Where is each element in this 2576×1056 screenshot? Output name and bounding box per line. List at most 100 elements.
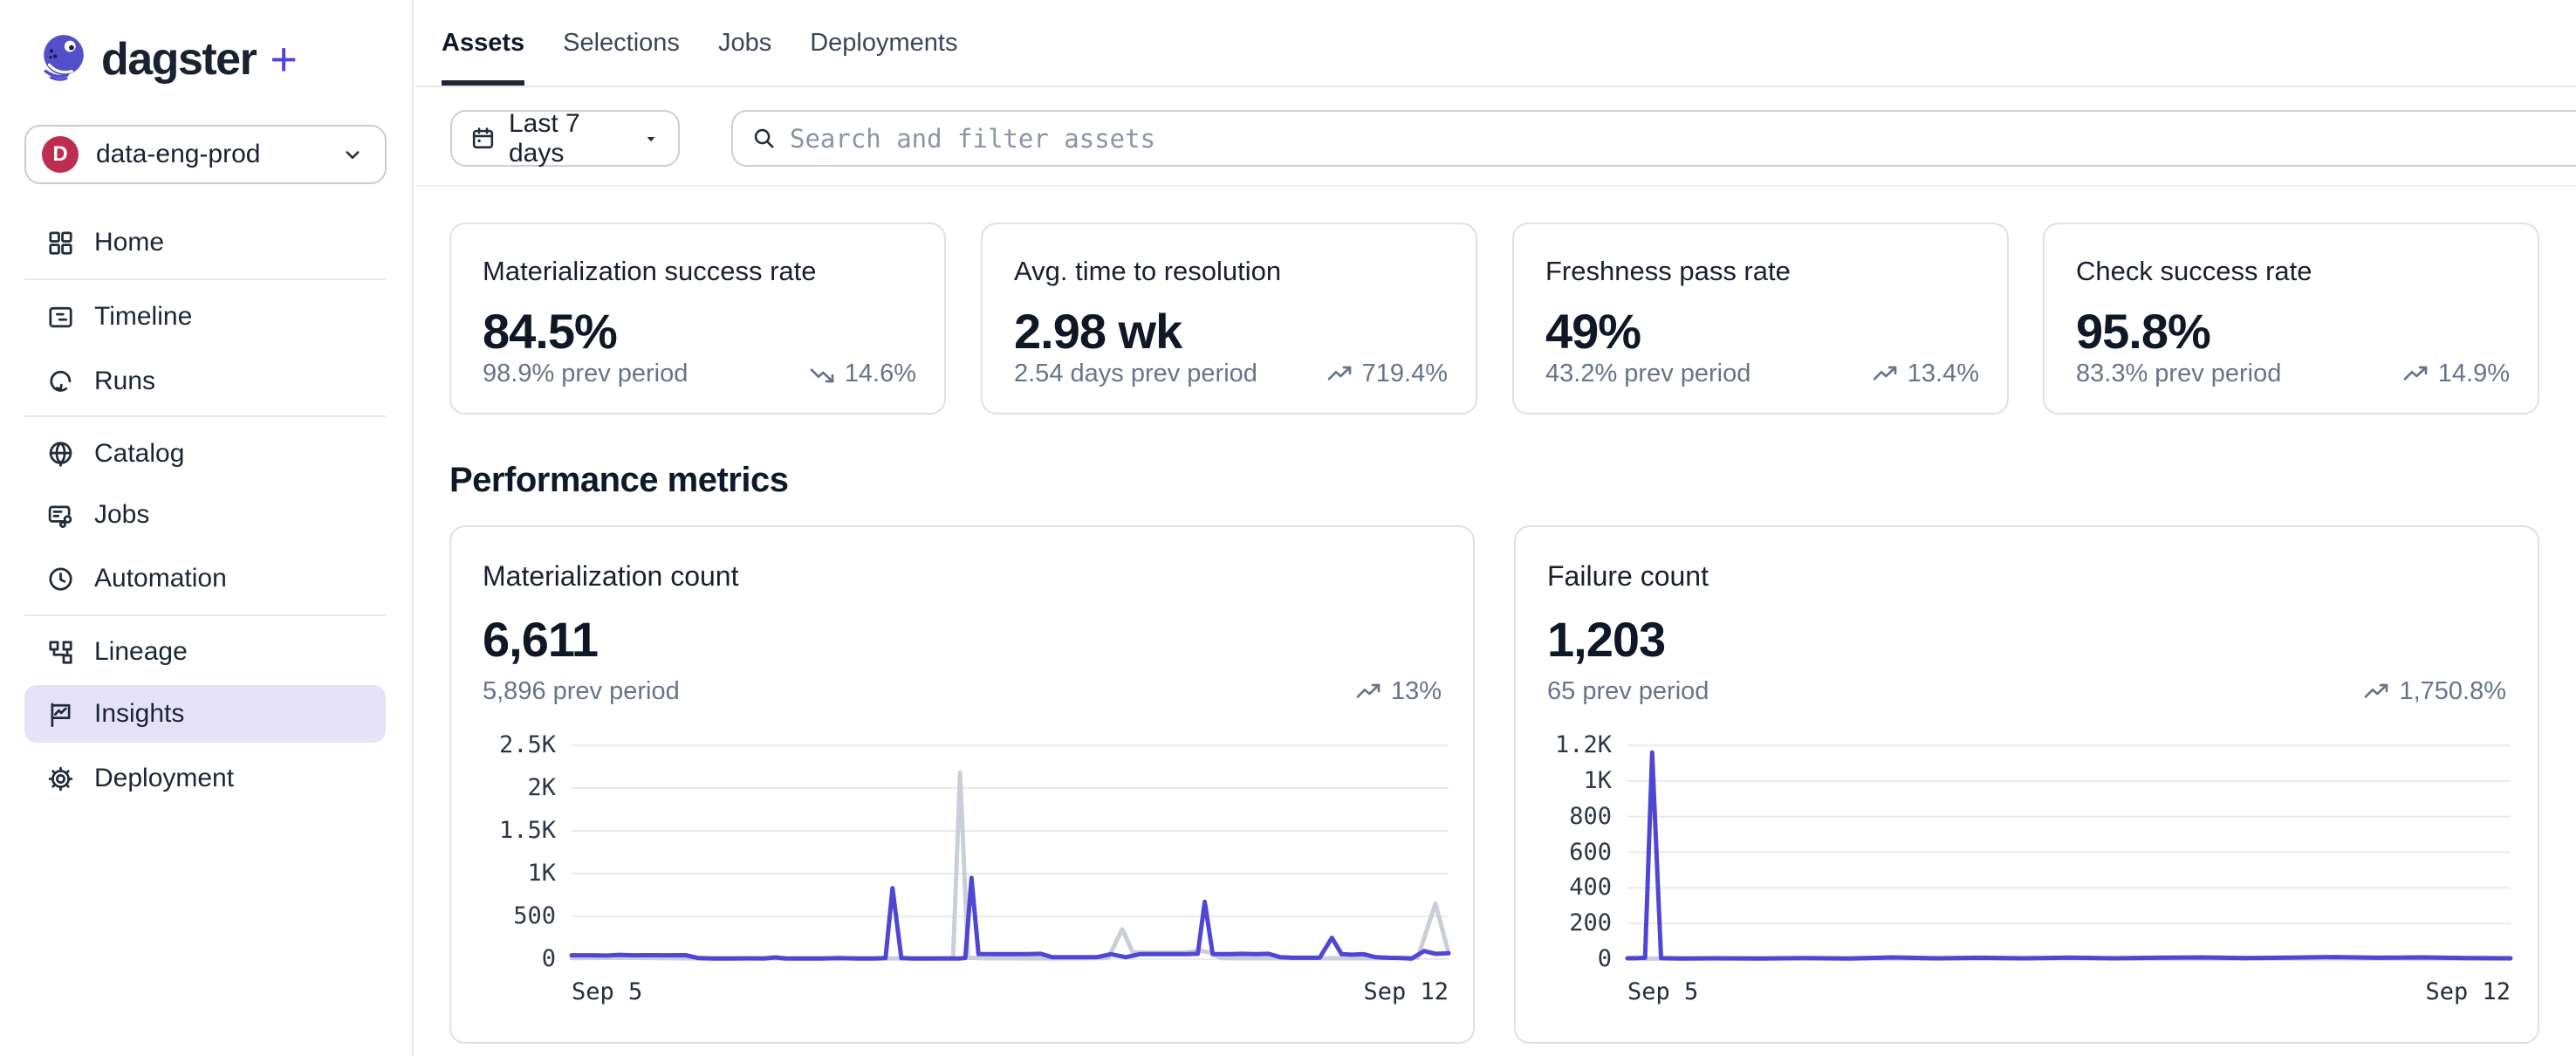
y-tick-label: 1K — [1583, 766, 1612, 794]
lineage-graph-icon — [46, 638, 75, 667]
y-tick-label: 1.5K — [498, 817, 556, 844]
sidebar-divider — [24, 415, 386, 417]
metric-title: Materialization success rate — [483, 256, 817, 286]
trend-arrow-icon — [808, 360, 836, 388]
sidebar-item-label: Automation — [94, 564, 227, 593]
caret-down-icon — [640, 127, 662, 150]
y-tick-label: 1K — [527, 860, 556, 887]
trend-arrow-icon — [2401, 360, 2429, 388]
tab-deployments[interactable]: Deployments — [810, 28, 958, 57]
trend-badge: 14.6% — [808, 360, 916, 388]
trend-badge: 14.9% — [2401, 360, 2510, 388]
metric-prev-period: 98.9% prev period — [483, 360, 689, 387]
y-tick-label: 200 — [1569, 909, 1612, 937]
sidebar-divider — [24, 278, 386, 280]
home-grid-icon — [46, 229, 75, 257]
trend-arrow-icon — [1354, 678, 1382, 706]
sidebar-item-automation[interactable]: Automation — [24, 550, 386, 607]
top-tab-bar: Assets Selections Jobs Deployments — [415, 0, 2576, 87]
date-range-label: Last 7 days — [509, 108, 580, 168]
trend-badge: 13.4% — [1871, 360, 1979, 388]
chart-plot-area[interactable] — [1625, 744, 2513, 961]
chart-headline-value: 1,203 — [1547, 612, 1666, 667]
sidebar-item-insights[interactable]: Insights — [24, 685, 386, 743]
metric-card-materialization-success: Materialization success rate 84.5% 98.9%… — [449, 223, 946, 415]
chart-title: Materialization count — [483, 560, 739, 592]
tab-selections[interactable]: Selections — [563, 28, 680, 57]
metric-value: 95.8% — [2076, 304, 2211, 359]
metric-prev-period: 2.54 days prev period — [1014, 360, 1257, 387]
sidebar-item-label: Insights — [94, 699, 185, 728]
sidebar-item-catalog[interactable]: Catalog — [24, 425, 386, 483]
chart-prev-period: 65 prev period — [1547, 677, 1709, 705]
sidebar-item-deployment[interactable]: Deployment — [24, 750, 386, 807]
trend-arrow-icon — [1871, 360, 1899, 388]
dagster-logo[interactable]: dagster + — [38, 31, 298, 86]
sidebar-item-home[interactable]: Home — [24, 214, 386, 271]
filter-row: Last 7 days — [415, 89, 2576, 187]
y-tick-label: 0 — [541, 945, 556, 972]
x-axis-labels: Sep 5 Sep 12 — [572, 978, 1449, 1005]
materialization-count-line-chart[interactable]: 2.5K 2K 1.5K 1K 500 0 Sep 5 Sep 12 — [451, 733, 1473, 1025]
sidebar-item-lineage[interactable]: Lineage — [24, 623, 386, 681]
sidebar-item-runs[interactable]: Runs — [24, 353, 386, 410]
metric-prev-period: 83.3% prev period — [2076, 360, 2282, 387]
dagster-octopus-icon — [38, 31, 89, 86]
y-tick-label: 1.2K — [1554, 731, 1612, 758]
failure-count-line-chart[interactable]: 1.2K 1K 800 600 400 200 0 Sep 5 Sep 12 — [1516, 733, 2538, 1025]
metric-title: Avg. time to resolution — [1014, 256, 1282, 286]
chart-title: Failure count — [1547, 560, 1709, 592]
brand-name: dagster — [101, 33, 257, 85]
chart-card-failure-count: Failure count 1,203 65 prev period 1,750… — [1514, 525, 2539, 1044]
trend-arrow-icon — [2362, 678, 2390, 706]
metric-value: 2.98 wk — [1014, 304, 1182, 359]
metric-card-avg-time-to-resolution: Avg. time to resolution 2.98 wk 2.54 day… — [981, 223, 1477, 415]
workspace-selector[interactable]: D data-eng-prod — [24, 125, 387, 184]
gear-icon — [46, 765, 75, 793]
search-icon — [750, 125, 778, 152]
search-input[interactable] — [790, 123, 2576, 154]
trend-value: 13.4% — [1907, 360, 1979, 387]
y-tick-label: 2.5K — [498, 731, 556, 758]
x-tick-label: Sep 5 — [572, 978, 643, 1005]
trend-value: 13% — [1390, 677, 1442, 705]
sidebar-item-label: Home — [94, 228, 165, 257]
sidebar-item-label: Deployment — [94, 764, 235, 792]
chart-card-materialization-count: Materialization count 6,611 5,896 prev p… — [449, 525, 1475, 1044]
brand-plus-badge: + — [270, 32, 298, 86]
timeline-icon — [46, 303, 75, 332]
sidebar-item-label: Runs — [94, 367, 156, 395]
metric-value: 84.5% — [483, 304, 618, 359]
workspace-name: data-eng-prod — [96, 140, 261, 168]
sidebar: dagster + D data-eng-prod Home Timeline — [0, 0, 414, 1056]
workspace-avatar: D — [42, 136, 79, 173]
metric-title: Check success rate — [2076, 256, 2312, 286]
chart-prev-period: 5,896 prev period — [483, 677, 680, 705]
sidebar-item-label: Timeline — [94, 302, 193, 331]
y-tick-label: 400 — [1569, 874, 1612, 902]
tab-jobs[interactable]: Jobs — [717, 28, 772, 57]
sidebar-item-label: Catalog — [94, 439, 185, 468]
y-tick-label: 800 — [1569, 802, 1612, 830]
runs-cycle-icon — [46, 367, 75, 396]
trend-value: 1,750.8% — [2399, 677, 2506, 705]
y-tick-label: 0 — [1597, 945, 1612, 972]
x-tick-label: Sep 12 — [2425, 978, 2511, 1005]
metric-value: 49% — [1545, 304, 1641, 359]
metric-prev-period: 43.2% prev period — [1545, 360, 1751, 387]
x-tick-label: Sep 5 — [1627, 978, 1699, 1005]
sidebar-item-timeline[interactable]: Timeline — [24, 288, 386, 346]
trend-value: 14.9% — [2437, 360, 2510, 387]
x-tick-label: Sep 12 — [1363, 978, 1449, 1005]
tab-assets[interactable]: Assets — [442, 0, 525, 86]
trend-badge: 719.4% — [1326, 360, 1448, 388]
sidebar-item-jobs[interactable]: Jobs — [24, 486, 386, 544]
sidebar-divider — [24, 614, 386, 616]
y-tick-label: 600 — [1569, 838, 1612, 866]
insights-flag-icon — [46, 700, 75, 729]
trend-badge: 1,750.8% — [2362, 677, 2506, 706]
chart-plot-area[interactable] — [569, 744, 1451, 961]
chart-headline-value: 6,611 — [483, 612, 599, 667]
date-range-button[interactable]: Last 7 days — [450, 108, 680, 168]
